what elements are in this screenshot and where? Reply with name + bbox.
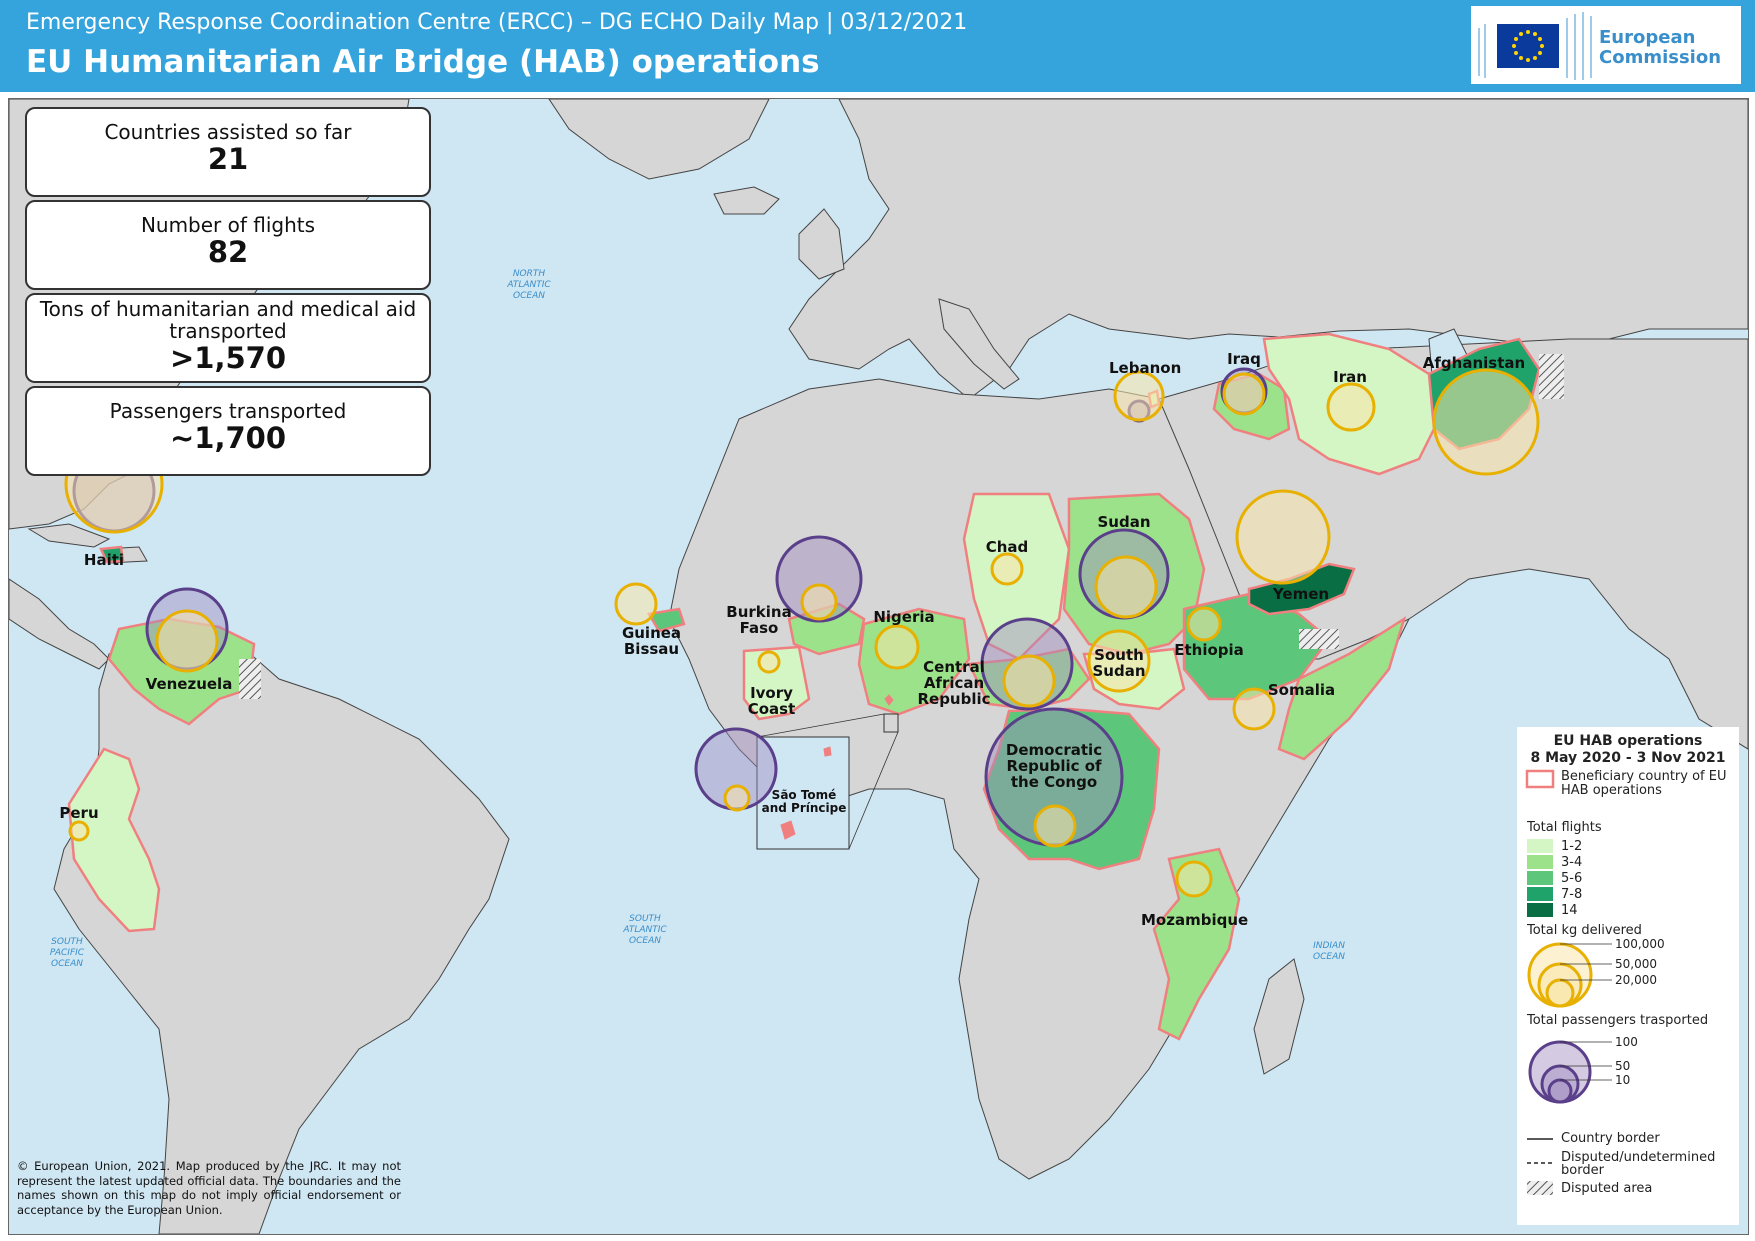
kg-circle-ivory-coast [757, 650, 781, 674]
label-ivory-coast: Ivory Coast [747, 684, 796, 718]
label-afghanistan: Afghanistan [1422, 354, 1526, 372]
kg-circle-iran [1326, 382, 1376, 432]
commission-building-icon [1478, 12, 1592, 80]
label-iraq: Iraq [1227, 350, 1261, 368]
label-somalia: Somalia [1267, 681, 1336, 699]
disputed-area-somaliland [1299, 629, 1339, 649]
legend: EU HAB operations 8 May 2020 - 3 Nov 202… [1517, 727, 1739, 1225]
header-bar: Emergency Response Coordination Centre (… [0, 0, 1755, 92]
land-uk [798, 208, 845, 280]
pax-circle-burkina-faso [775, 535, 863, 623]
legend-title: EU HAB operations 8 May 2020 - 3 Nov 202… [1530, 733, 1726, 766]
label-sao-tome: São Tomé and Príncipe [761, 788, 847, 815]
legend-flights-5-6 [1527, 871, 1553, 885]
map-subtitle: Emergency Response Coordination Centre (… [26, 10, 968, 35]
disputed-area-kashmir [1539, 354, 1564, 399]
kg-circle-car [1002, 654, 1056, 708]
copyright-note: © European Union, 2021. Map produced by … [17, 1159, 401, 1217]
label-guinea-bissau: Guinea Bissau [621, 624, 682, 658]
country-sao-tome-mainland [884, 694, 894, 706]
kg-circle-somalia [1232, 687, 1276, 731]
kg-circle-chad [990, 552, 1024, 586]
label-sudan: Sudan [1097, 513, 1151, 531]
kg-circle-burkina-faso [800, 583, 838, 621]
principe-island [823, 746, 832, 757]
kg-circle-guinea-bissau [614, 582, 658, 626]
country-somalia [1277, 616, 1407, 761]
legend-beneficiary-swatch [1525, 769, 1555, 789]
kg-circle-peru [68, 820, 90, 842]
map-area: NORTH ATLANTIC OCEAN SOUTH ATLANTIC OCEA… [8, 98, 1749, 1235]
stat-passengers-transported: Passengers transported ~1,700 [25, 386, 431, 476]
land-central-america [9, 578, 110, 670]
kg-circle-sudan [1094, 555, 1158, 619]
legend-flights-1-2 [1527, 839, 1553, 853]
ocean-label-indian: INDIAN OCEAN [1313, 941, 1345, 962]
legend-flights-14 [1527, 903, 1553, 917]
kg-circle-mozambique [1175, 860, 1213, 898]
label-south-sudan: South Sudan [1092, 646, 1146, 680]
label-nigeria: Nigeria [873, 608, 935, 626]
stat-countries-assisted: Countries assisted so far 21 [25, 107, 431, 197]
sao-tome-locator [883, 713, 899, 733]
stat-tons-transported: Tons of humanitarian and medical aid tra… [25, 293, 431, 383]
kg-circle-drc [1033, 804, 1077, 848]
european-commission-logo: European Commission [1471, 6, 1741, 84]
kg-circle-sao-tome [723, 784, 751, 812]
land-south-america [53, 628, 510, 1234]
land-italy [938, 298, 1020, 390]
label-mozambique: Mozambique [1141, 911, 1249, 929]
land-madagascar [1253, 958, 1305, 1075]
sao-tome-island [780, 820, 796, 840]
label-venezuela: Venezuela [145, 675, 233, 693]
label-lebanon: Lebanon [1109, 359, 1182, 377]
kg-circle-ethiopia [1186, 606, 1222, 642]
legend-symbols [1525, 769, 1612, 1195]
country-guinea-bissau [647, 607, 686, 633]
disputed-area-guyana [239, 659, 261, 699]
legend-kg-20000 [1545, 978, 1575, 1008]
country-mozambique [1152, 847, 1241, 1041]
kg-circle-iraq [1222, 372, 1266, 416]
kg-circle-nigeria [874, 624, 920, 670]
label-peru: Peru [59, 804, 99, 822]
ocean-label-south-pacific: SOUTH PACIFIC OCEAN [49, 937, 85, 969]
kg-circle-south-sudan [1087, 629, 1151, 693]
kg-circle-venezuela [155, 609, 219, 673]
label-ethiopia: Ethiopia [1174, 641, 1244, 659]
kg-circle-afghanistan [1432, 368, 1540, 476]
legend-pax-10 [1547, 1078, 1573, 1104]
label-haiti: Haiti [83, 551, 125, 569]
ocean-label-south-atlantic: SOUTH ATLANTIC OCEAN [623, 914, 667, 946]
land-cuba [27, 523, 111, 548]
eu-flag-icon [1497, 24, 1559, 68]
label-car: Central African Republic [917, 658, 991, 708]
label-yemen: Yemen [1272, 585, 1330, 603]
stat-number-of-flights: Number of flights 82 [25, 200, 431, 290]
map-title: EU Humanitarian Air Bridge (HAB) operati… [26, 44, 820, 80]
kg-circle-yemen [1235, 489, 1331, 585]
ocean-label-north-atlantic: NORTH ATLANTIC OCEAN [507, 269, 551, 301]
commission-name: European Commission [1599, 27, 1722, 68]
label-chad: Chad [985, 538, 1029, 556]
country-peru [67, 747, 161, 933]
label-iran: Iran [1333, 368, 1367, 386]
label-drc: Democratic Republic of the Congo [1005, 741, 1103, 791]
legend-disputed-area-swatch [1527, 1181, 1553, 1195]
label-burkina-faso: Burkina Faso [726, 603, 792, 637]
kg-circle-lebanon [1113, 370, 1165, 422]
land-greenland [548, 99, 770, 180]
legend-flights-7-8 [1527, 887, 1553, 901]
legend-flights-3-4 [1527, 855, 1553, 869]
country-haiti [99, 545, 125, 564]
land-iceland [713, 186, 780, 215]
